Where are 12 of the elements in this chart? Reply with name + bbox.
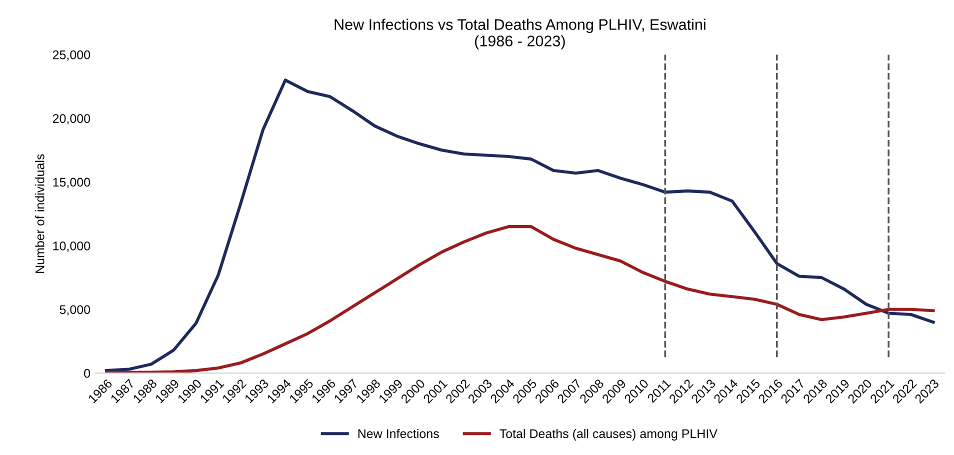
line-series (105, 78, 935, 372)
y-tick-label: 25,000 (52, 50, 90, 61)
y-axis-title: Number of individuals (35, 154, 44, 273)
y-tick-label: 10,000 (53, 242, 90, 252)
chart-title: New Infections vs Total Deaths Among PLHIV, Eswatini (1986 - 2023) (334, 18, 706, 50)
y-tick-label: 5,000 (60, 305, 90, 316)
y-tick-label: 20,000 (52, 114, 90, 124)
legend-label: New Infections (358, 428, 439, 438)
y-tick-label: 0 (84, 368, 90, 378)
line-series (105, 225, 935, 374)
y-tick-label: 15,000 (53, 178, 90, 188)
legend-label: Total Deaths (all causes) among PLHIV (500, 428, 718, 441)
